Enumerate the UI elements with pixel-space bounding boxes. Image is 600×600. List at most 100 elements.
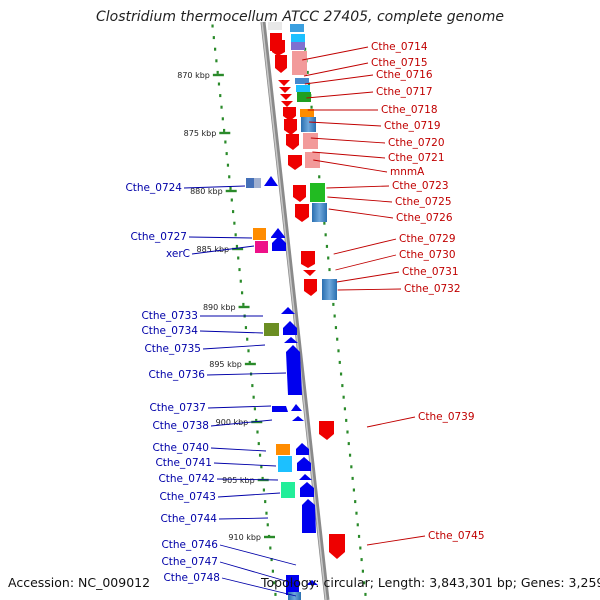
gene-arrow[interactable]: [281, 101, 293, 107]
gene-arrow[interactable]: [291, 404, 302, 411]
gene-arrow[interactable]: [299, 474, 312, 480]
gene-label[interactable]: Cthe_0716: [376, 69, 433, 81]
gene-arrow[interactable]: [306, 580, 318, 585]
gene-arrow[interactable]: [280, 94, 292, 100]
gene-block[interactable]: [254, 178, 261, 188]
gene-arrow[interactable]: [293, 185, 306, 202]
gene-arrow[interactable]: [275, 55, 287, 73]
gene-label[interactable]: Cthe_0745: [428, 530, 485, 542]
gene-label[interactable]: Cthe_0746: [161, 539, 218, 551]
gene-label[interactable]: Cthe_0742: [158, 473, 215, 485]
gene-label[interactable]: Cthe_0733: [141, 310, 198, 322]
gene-block[interactable]: [253, 228, 266, 240]
reverse-strand-genes[interactable]: [246, 176, 318, 600]
gene-block[interactable]: [303, 133, 318, 149]
gene-label[interactable]: Cthe_0724: [125, 182, 182, 194]
gene-block[interactable]: [310, 183, 325, 202]
gene-arrow[interactable]: [284, 337, 298, 343]
gene-label[interactable]: Cthe_0718: [381, 104, 438, 116]
gene-label[interactable]: Cthe_0739: [418, 411, 475, 423]
gene-arrow[interactable]: [300, 482, 314, 497]
left-gene-labels[interactable]: Cthe_0724 Cthe_0727 xerC Cthe_0733 Cthe_0734…: [125, 182, 297, 597]
gene-label[interactable]: xerC: [166, 248, 190, 260]
gene-arrow[interactable]: [296, 443, 309, 455]
gene-label[interactable]: Cthe_0737: [149, 402, 206, 414]
gene-arrow[interactable]: [288, 155, 302, 170]
gene-arrow[interactable]: [319, 421, 334, 440]
gene-label[interactable]: Cthe_0735: [144, 343, 201, 355]
gene-block[interactable]: [300, 109, 314, 117]
gene-arrow[interactable]: [284, 119, 297, 135]
gene-block[interactable]: [295, 78, 309, 84]
gene-arrow[interactable]: [279, 87, 291, 93]
gene-label[interactable]: Cthe_0726: [396, 212, 453, 224]
gene-block[interactable]: [291, 34, 305, 42]
gene-label[interactable]: Cthe_0740: [152, 442, 209, 454]
gene-label[interactable]: mnmA: [390, 166, 425, 178]
gene-arrow[interactable]: [301, 251, 315, 268]
gene-arrow[interactable]: [303, 270, 316, 276]
gene-block[interactable]: [276, 444, 290, 455]
gene-block[interactable]: [291, 42, 305, 50]
gene-arrow[interactable]: [286, 345, 302, 395]
gene-arrow[interactable]: [281, 307, 295, 314]
gene-label[interactable]: Cthe_0732: [404, 283, 461, 295]
gene-arrow[interactable]: [272, 236, 286, 251]
gene-label[interactable]: Cthe_0736: [148, 369, 205, 381]
gene-label[interactable]: Cthe_0747: [161, 556, 218, 568]
gene-label[interactable]: Cthe_0731: [402, 266, 459, 278]
gene-block[interactable]: [312, 203, 327, 222]
gene-arrow[interactable]: [302, 499, 316, 533]
gene-label[interactable]: Cthe_0729: [399, 233, 456, 245]
gene-block[interactable]: [292, 51, 307, 75]
gene-block[interactable]: [264, 323, 279, 336]
gene-label[interactable]: Cthe_0721: [388, 152, 445, 164]
gene-label[interactable]: Cthe_0734: [141, 325, 198, 337]
gene-label[interactable]: Cthe_0715: [371, 57, 428, 69]
gene-label[interactable]: Cthe_0738: [152, 420, 209, 432]
gene-block[interactable]: [278, 456, 292, 472]
gene-label[interactable]: Cthe_0744: [160, 513, 217, 525]
gene-block[interactable]: [301, 117, 316, 132]
gene-block[interactable]: [290, 24, 304, 32]
gene-arrow[interactable]: [264, 176, 278, 186]
gene-label[interactable]: Cthe_0741: [155, 457, 212, 469]
gene-arrow[interactable]: [329, 534, 345, 559]
gene-arrow[interactable]: [283, 321, 297, 335]
gene-arrow[interactable]: [286, 134, 299, 150]
gene-label[interactable]: Cthe_0725: [395, 196, 452, 208]
gene-label[interactable]: Cthe_0719: [384, 120, 441, 132]
gene-arrow[interactable]: [292, 416, 304, 421]
gene-arrow[interactable]: [272, 406, 288, 412]
gene-block[interactable]: [281, 482, 295, 498]
forward-strand-genes[interactable]: [268, 22, 345, 559]
gene-block[interactable]: [305, 152, 320, 168]
gene-label[interactable]: Cthe_0717: [376, 86, 433, 98]
kbp-label: 870 kbp: [177, 71, 210, 80]
gene-label[interactable]: Cthe_0730: [399, 249, 456, 261]
track-tick: [215, 59, 218, 63]
gene-arrow[interactable]: [304, 279, 317, 296]
gene-block[interactable]: [246, 178, 254, 188]
gene-label[interactable]: Cthe_0714: [371, 41, 428, 53]
gene-block[interactable]: [322, 279, 337, 300]
gene-arrow[interactable]: [297, 457, 311, 471]
gene-label[interactable]: Cthe_0720: [388, 137, 445, 149]
gene-arrow[interactable]: [272, 40, 285, 56]
gene-label[interactable]: Cthe_0748: [163, 572, 220, 584]
gene-block[interactable]: [296, 85, 310, 92]
gene-arrow[interactable]: [286, 575, 299, 595]
gene-block[interactable]: [255, 241, 268, 253]
gene-label[interactable]: Cthe_0727: [130, 231, 187, 243]
gene-block[interactable]: [297, 92, 311, 102]
gene-arrow[interactable]: [278, 80, 290, 86]
gene-arrow[interactable]: [271, 228, 285, 238]
gene-arrow[interactable]: [295, 204, 309, 222]
gene-label[interactable]: Cthe_0743: [159, 491, 216, 503]
label-leader: [199, 330, 264, 334]
gene-block[interactable]: [268, 22, 282, 30]
gene-label[interactable]: Cthe_0723: [392, 180, 449, 192]
gene-arrow[interactable]: [283, 107, 296, 121]
